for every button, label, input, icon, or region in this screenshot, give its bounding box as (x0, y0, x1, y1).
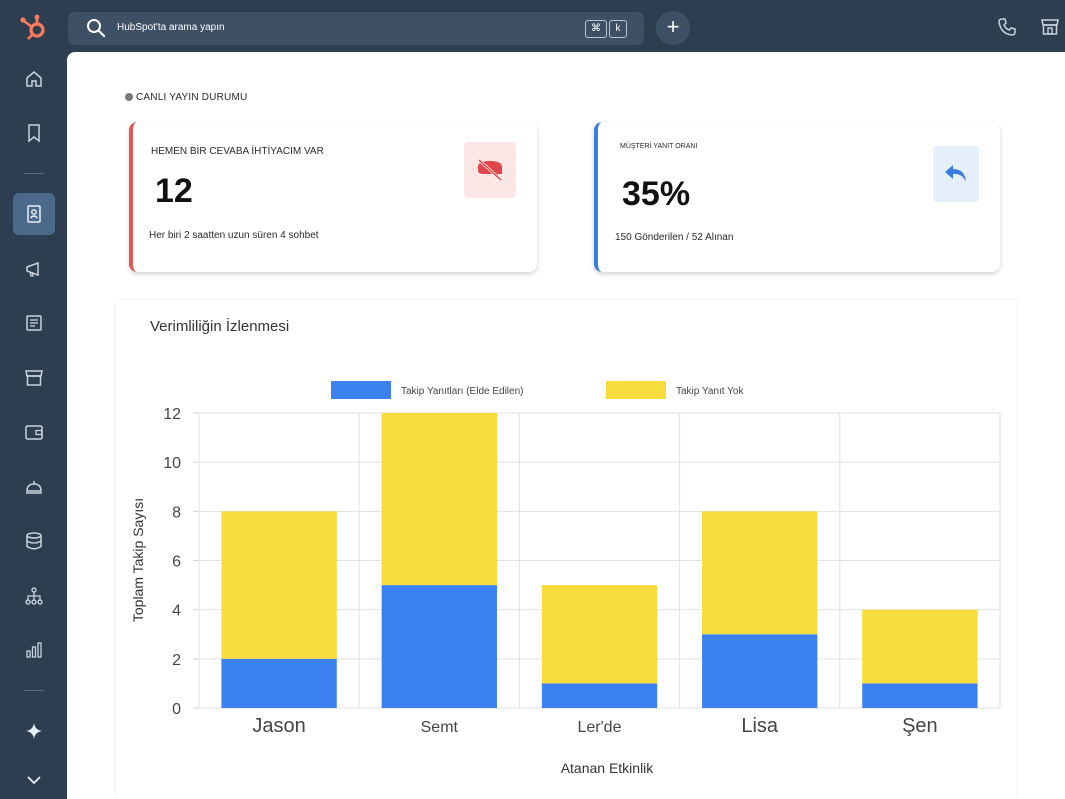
x-tick-label: Lisa (741, 715, 779, 737)
wallet-icon (25, 425, 43, 440)
contacts-icon (27, 205, 41, 223)
sidebar-item-sales[interactable] (13, 411, 55, 453)
card-subtext: 150 Gönderilen / 52 Alınan (615, 232, 734, 243)
sidebar-item-reporting[interactable] (13, 629, 55, 671)
chevron-down-icon (27, 776, 41, 785)
sidebar-expand-button[interactable] (13, 759, 55, 799)
shortcut-cmd-key: ⌘ (585, 20, 607, 38)
x-tick-label: Ler'de (578, 719, 622, 736)
bar-segment (381, 585, 497, 708)
sidebar-item-bookmarks[interactable] (13, 112, 55, 154)
add-button[interactable]: + (656, 11, 690, 45)
stacked-bar-chart: 0 2 4 6 8 10 12 Jason Semt Ler'de Lisa Şen Atanan Et… (130, 381, 1001, 776)
y-axis-title: Toplam Takip Sayısı (130, 498, 146, 622)
card-value: 35% (622, 175, 691, 213)
sidebar-item-service[interactable] (13, 466, 55, 508)
live-status-text: CANLI YAYIN DURUMU (136, 92, 248, 103)
sidebar-item-data[interactable] (13, 520, 55, 562)
bookmark-icon (28, 124, 40, 143)
live-status-label: CANLI YAYIN DURUMU (125, 92, 247, 103)
card-label: HEMEN BİR CEVABA İHTİYACIM VAR (151, 146, 324, 157)
bar-segment (541, 585, 658, 684)
sidebar-item-automation[interactable] (13, 575, 55, 617)
sidebar-item-marketing[interactable] (13, 248, 55, 290)
reply-icon (933, 146, 979, 202)
productivity-chart-panel: Verimliliğin İzlenmesi 0 2 4 6 8 10 12 Jason Sem… (116, 300, 1016, 799)
customer-response-rate-card[interactable]: MÜŞTERİ YANIT ORANI 35% 150 Gönderilen /… (594, 122, 1000, 272)
sidebar-item-commerce[interactable] (13, 357, 55, 399)
top-navigation-bar: HubSpot'ta arama yapın ⌘ k + (0, 0, 1065, 52)
sidebar-item-ai[interactable] (13, 710, 55, 752)
bar-segment (381, 413, 497, 586)
hubspot-logo-icon[interactable] (18, 12, 50, 42)
workflow-icon (25, 587, 43, 605)
megaphone-icon (26, 261, 39, 277)
content-icon (26, 315, 42, 331)
x-axis-title: Atanan Etkinlik (561, 760, 655, 776)
service-bell-icon (26, 481, 42, 494)
global-search-bar[interactable]: HubSpot'ta arama yapın ⌘ k (68, 12, 644, 45)
sidebar-divider (24, 173, 44, 174)
x-tick-label: Jason (252, 715, 305, 737)
bar-segment (702, 634, 818, 708)
bar-chart-icon (26, 642, 42, 658)
legend-swatch (331, 381, 391, 399)
bar-segment (702, 511, 818, 635)
y-tick-label: 6 (172, 554, 181, 571)
sidebar-item-content[interactable] (13, 302, 55, 344)
bar-segment (221, 511, 337, 659)
legend-swatch (606, 381, 666, 399)
main-content: CANLI YAYIN DURUMU HEMEN BİR CEVABA İHTİ… (67, 52, 1065, 799)
database-icon (26, 532, 42, 550)
store-icon (25, 370, 43, 386)
y-tick-label: 2 (172, 652, 181, 669)
bar-segment (862, 609, 978, 684)
marketplace-icon[interactable] (1040, 17, 1060, 37)
legend-label: Takip Yanıtları (Elde Edilen) (401, 386, 523, 397)
live-status-dot (125, 93, 133, 101)
x-tick-label: Semt (421, 719, 459, 736)
no-chat-icon (464, 142, 516, 198)
sidebar-item-contacts[interactable] (13, 193, 55, 235)
sidebar-divider (24, 690, 44, 691)
bar-segment (221, 658, 337, 708)
card-label: MÜŞTERİ YANIT ORANI (620, 143, 698, 150)
card-subtext: Her biri 2 saatten uzun süren 4 sohbet (149, 230, 319, 241)
sidebar-item-home[interactable] (13, 58, 55, 100)
search-icon (87, 19, 106, 38)
home-icon (26, 71, 42, 87)
y-tick-label: 4 (172, 603, 181, 620)
legend-label: Takip Yanıt Yok (676, 386, 744, 397)
card-value: 12 (155, 172, 193, 210)
search-placeholder: HubSpot'ta arama yapın (117, 22, 225, 33)
y-tick-label: 10 (163, 455, 181, 472)
y-tick-label: 8 (172, 504, 181, 521)
sidebar (0, 52, 67, 799)
bar-segment (862, 683, 978, 708)
sparkle-icon (26, 723, 42, 739)
urgent-response-card[interactable]: HEMEN BİR CEVABA İHTİYACIM VAR 12 Her bi… (129, 122, 537, 272)
y-tick-label: 0 (172, 701, 181, 718)
x-tick-label: Şen (902, 715, 938, 737)
bar-segment (541, 683, 658, 708)
chart-title: Verimliliğin İzlenmesi (150, 318, 290, 335)
y-tick-label: 12 (163, 406, 181, 423)
phone-icon[interactable] (997, 17, 1017, 37)
shortcut-k-key: k (609, 20, 627, 38)
